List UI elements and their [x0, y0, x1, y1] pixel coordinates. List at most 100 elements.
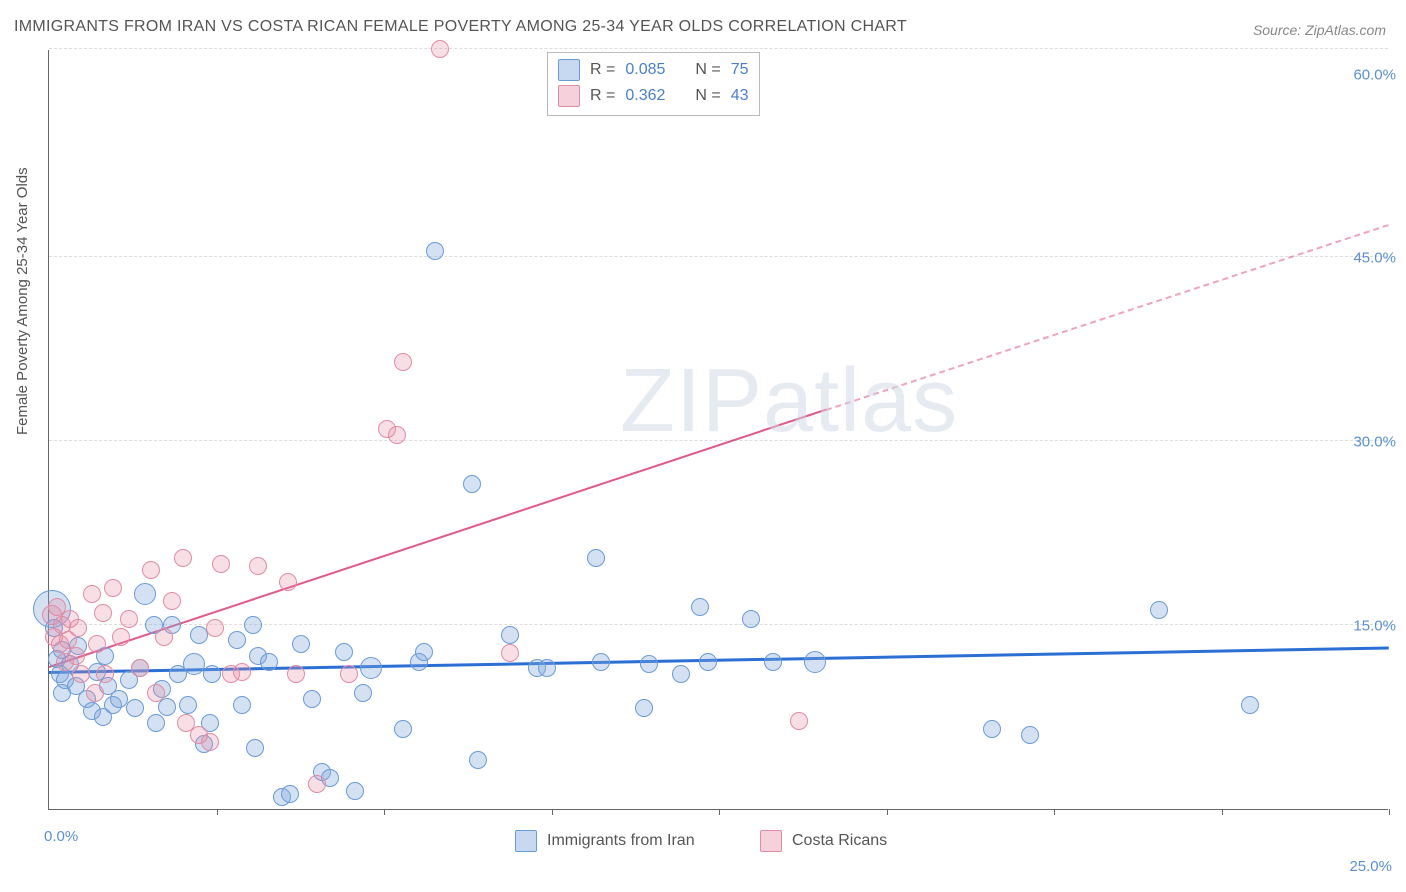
data-point-blue	[201, 714, 219, 732]
data-point-blue	[51, 665, 69, 683]
n-value: 75	[731, 57, 749, 83]
y-tick-label: 45.0%	[1353, 250, 1396, 267]
x-tick	[887, 809, 888, 815]
data-point-pink	[249, 557, 267, 575]
data-point-pink	[72, 665, 90, 683]
data-point-blue	[244, 616, 262, 634]
data-point-blue	[1241, 696, 1259, 714]
data-point-pink	[131, 659, 149, 677]
data-point-pink	[233, 663, 251, 681]
r-value: 0.362	[625, 83, 665, 109]
legend-swatch-pink	[558, 85, 580, 107]
data-point-blue	[335, 643, 353, 661]
data-point-blue	[354, 684, 372, 702]
x-tick	[719, 809, 720, 815]
data-point-blue	[53, 684, 71, 702]
data-point-pink	[394, 353, 412, 371]
gridline-h	[49, 256, 1388, 257]
data-point-blue	[120, 671, 138, 689]
correlation-legend-row: R =0.085N =75	[558, 57, 749, 83]
y-tick-label: 15.0%	[1353, 618, 1396, 635]
data-point-blue	[273, 788, 291, 806]
data-point-blue	[179, 696, 197, 714]
data-point-blue	[69, 637, 87, 655]
data-point-pink	[378, 420, 396, 438]
data-point-blue	[394, 720, 412, 738]
x-tick	[1389, 809, 1390, 815]
data-point-pink	[163, 592, 181, 610]
data-point-blue	[249, 647, 267, 665]
data-point-blue	[463, 475, 481, 493]
data-point-blue	[83, 702, 101, 720]
correlation-legend: R =0.085N =75R =0.362N =43	[547, 52, 760, 116]
data-point-blue	[94, 708, 112, 726]
chart-title: IMMIGRANTS FROM IRAN VS COSTA RICAN FEMA…	[14, 18, 907, 36]
data-point-pink	[53, 616, 71, 634]
data-point-pink	[51, 635, 69, 653]
n-label: N =	[695, 57, 720, 83]
y-tick-label: 30.0%	[1353, 434, 1396, 451]
data-point-pink	[48, 598, 66, 616]
legend-swatch-blue	[558, 59, 580, 81]
r-value: 0.085	[625, 57, 665, 83]
data-point-blue	[53, 641, 71, 659]
data-point-blue	[415, 643, 433, 661]
data-point-blue	[147, 714, 165, 732]
trendline-pink	[49, 409, 827, 668]
x-start-label: 0.0%	[44, 828, 78, 845]
data-point-pink	[69, 619, 87, 637]
data-point-blue	[99, 677, 117, 695]
data-point-pink	[104, 579, 122, 597]
y-tick-label: 60.0%	[1353, 66, 1396, 83]
data-point-blue	[190, 626, 208, 644]
series-legend-label: Costa Ricans	[792, 832, 887, 850]
data-point-pink	[147, 684, 165, 702]
data-point-blue	[158, 698, 176, 716]
data-point-pink	[83, 585, 101, 603]
data-point-pink	[42, 605, 62, 625]
data-point-blue	[153, 680, 171, 698]
x-tick	[217, 809, 218, 815]
data-point-blue	[131, 659, 149, 677]
data-point-blue	[426, 242, 444, 260]
data-point-blue	[134, 583, 156, 605]
data-point-pink	[308, 775, 326, 793]
data-point-blue	[983, 720, 1001, 738]
data-point-pink	[206, 619, 224, 637]
data-point-blue	[410, 653, 428, 671]
data-point-pink	[177, 714, 195, 732]
gridline-h	[49, 440, 1388, 441]
x-end-label: 25.0%	[1349, 858, 1392, 875]
data-point-pink	[61, 610, 79, 628]
data-point-blue	[672, 665, 690, 683]
source-attribution: Source: ZipAtlas.com	[1253, 22, 1386, 38]
data-point-blue	[313, 763, 331, 781]
data-point-blue	[1021, 726, 1039, 744]
n-label: N =	[695, 83, 720, 109]
data-point-blue	[346, 782, 364, 800]
data-point-blue	[195, 735, 213, 753]
trendline-pink	[826, 224, 1389, 411]
data-point-pink	[190, 726, 208, 744]
data-point-blue	[501, 626, 519, 644]
data-point-blue	[640, 655, 658, 673]
data-point-blue	[183, 653, 205, 675]
x-tick	[1054, 809, 1055, 815]
data-point-blue	[764, 653, 782, 671]
data-point-pink	[59, 631, 77, 649]
source-name: ZipAtlas.com	[1305, 22, 1386, 38]
data-point-pink	[790, 712, 808, 730]
trendline-blue	[49, 647, 1389, 675]
data-point-pink	[501, 644, 519, 662]
data-point-blue	[228, 631, 246, 649]
data-point-blue	[1150, 601, 1168, 619]
data-point-blue	[691, 598, 709, 616]
data-point-blue	[281, 785, 299, 803]
data-point-blue	[126, 699, 144, 717]
gridline-h	[49, 48, 1388, 49]
series-legend-item: Immigrants from Iran	[515, 830, 695, 852]
data-point-pink	[388, 426, 406, 444]
n-value: 43	[731, 83, 749, 109]
data-point-blue	[321, 769, 339, 787]
data-point-blue	[67, 677, 85, 695]
